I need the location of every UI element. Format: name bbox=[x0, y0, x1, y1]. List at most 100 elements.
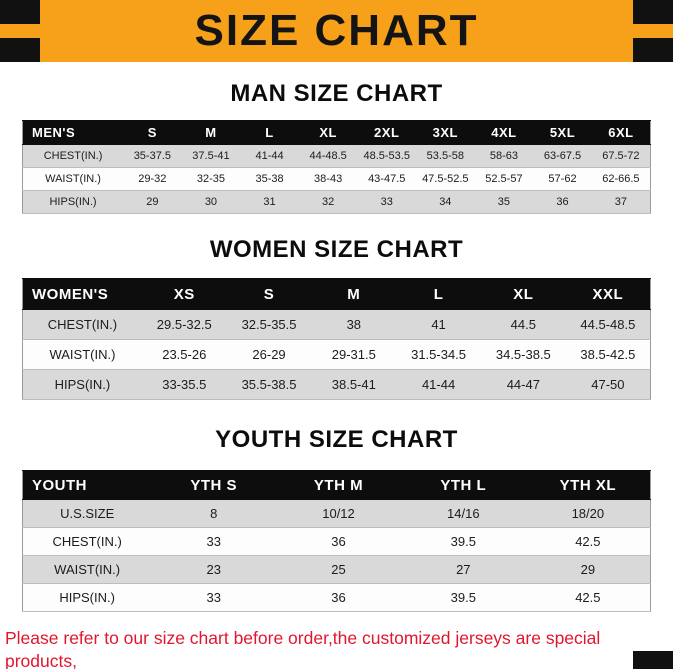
size-column-header: YTH M bbox=[276, 470, 401, 500]
measurement-value: 52.5-57 bbox=[474, 167, 534, 191]
measurement-value: 10/12 bbox=[276, 499, 401, 528]
measurement-value: 35-38 bbox=[240, 167, 299, 191]
size-column-header: 2XL bbox=[357, 120, 417, 145]
size-column-header: S bbox=[226, 278, 312, 310]
measurement-value: 62-66.5 bbox=[591, 167, 651, 191]
measurement-value: 29 bbox=[123, 190, 182, 214]
size-column-header: YTH S bbox=[151, 470, 277, 500]
measurement-value: 38-43 bbox=[298, 167, 358, 191]
measurement-value: 31 bbox=[240, 190, 299, 214]
youth-table-wrap: YOUTH YTH S YTH M YTH L YTH XL U.S.SIZE 8 10/12… bbox=[0, 470, 673, 612]
measurement-value: 47-50 bbox=[565, 369, 651, 400]
measurement-label: CHEST(IN.) bbox=[22, 309, 142, 340]
measurement-label: HIPS(IN.) bbox=[22, 369, 142, 400]
measurement-label: WAIST(IN.) bbox=[22, 555, 152, 584]
table-row: HIPS(IN.) 29 30 31 32 33 34 35 36 37 bbox=[22, 190, 651, 214]
youth-size-table: YOUTH YTH S YTH M YTH L YTH XL U.S.SIZE 8 10/12… bbox=[22, 470, 651, 612]
measurement-value: 44.5 bbox=[480, 309, 566, 340]
measurement-value: 53.5-58 bbox=[416, 144, 475, 168]
measurement-value: 35 bbox=[474, 190, 534, 214]
measurement-value: 36 bbox=[533, 190, 592, 214]
measurement-value: 41-44 bbox=[396, 369, 481, 400]
women-size-table: WOMEN'S XS S M L XL XXL CHEST(IN.) 29.5-32.5 32.5… bbox=[22, 278, 651, 400]
measurement-value: 34 bbox=[416, 190, 475, 214]
measurement-value: 33 bbox=[151, 527, 277, 556]
footer-disclaimer: Please refer to our size chart before or… bbox=[0, 627, 673, 669]
measurement-value: 47.5-52.5 bbox=[416, 167, 475, 191]
title-banner: SIZE CHART bbox=[0, 0, 673, 62]
size-column-header: YTH L bbox=[400, 470, 526, 500]
size-column-header: L bbox=[240, 120, 299, 145]
size-column-header: XL bbox=[480, 278, 566, 310]
measurement-value: 39.5 bbox=[400, 583, 526, 612]
measurement-value: 33-35.5 bbox=[141, 369, 227, 400]
measurement-value: 23 bbox=[151, 555, 277, 584]
size-column-header: XXL bbox=[565, 278, 651, 310]
measurement-label: U.S.SIZE bbox=[22, 499, 152, 528]
section-youth: YOUTH SIZE CHART YOUTH YTH S YTH M YTH L YTH… bbox=[0, 426, 673, 612]
measurement-value: 42.5 bbox=[525, 583, 651, 612]
table-row: WAIST(IN.) 23 25 27 29 bbox=[22, 555, 651, 584]
men-table-wrap: MEN'S S M L XL 2XL 3XL 4XL 5XL 6XL CHEST(IN.) 35-37… bbox=[0, 120, 673, 214]
table-row: CHEST(IN.) 29.5-32.5 32.5-35.5 38 41 44.5 44.5… bbox=[22, 309, 651, 340]
size-column-header: M bbox=[181, 120, 241, 145]
measurement-value: 26-29 bbox=[226, 339, 312, 370]
measurement-value: 44-47 bbox=[480, 369, 566, 400]
measurement-value: 38.5-42.5 bbox=[565, 339, 651, 370]
measurement-value: 48.5-53.5 bbox=[357, 144, 417, 168]
size-column-header: 4XL bbox=[474, 120, 534, 145]
footer-line-1: Please refer to our size chart before or… bbox=[5, 628, 601, 669]
section-men: MAN SIZE CHART MEN'S S M L XL 2XL 3XL 4XL 5XL 6XL… bbox=[0, 80, 673, 214]
table-row: CHEST(IN.) 33 36 39.5 42.5 bbox=[22, 527, 651, 556]
measurement-value: 33 bbox=[151, 583, 277, 612]
size-column-header: XL bbox=[298, 120, 358, 145]
row-label-header: YOUTH bbox=[22, 470, 152, 500]
measurement-value: 29-31.5 bbox=[311, 339, 397, 370]
measurement-label: WAIST(IN.) bbox=[22, 339, 142, 370]
measurement-value: 35.5-38.5 bbox=[226, 369, 312, 400]
measurement-value: 33 bbox=[357, 190, 417, 214]
measurement-value: 58-63 bbox=[474, 144, 534, 168]
size-column-header: L bbox=[396, 278, 481, 310]
measurement-value: 39.5 bbox=[400, 527, 526, 556]
measurement-value: 34.5-38.5 bbox=[480, 339, 566, 370]
measurement-value: 44-48.5 bbox=[298, 144, 358, 168]
measurement-value: 38 bbox=[311, 309, 397, 340]
measurement-value: 29-32 bbox=[123, 167, 182, 191]
row-label-header: WOMEN'S bbox=[22, 278, 142, 310]
table-row: CHEST(IN.) 35-37.5 37.5-41 41-44 44-48.5 48.5… bbox=[22, 144, 651, 168]
size-column-header: XS bbox=[141, 278, 227, 310]
corner-block-top-left bbox=[0, 0, 40, 24]
size-column-header: 6XL bbox=[591, 120, 651, 145]
row-label-header: MEN'S bbox=[22, 120, 124, 145]
measurement-value: 27 bbox=[400, 555, 526, 584]
table-row: WAIST(IN.) 29-32 32-35 35-38 38-43 43-47.5 47.… bbox=[22, 167, 651, 191]
measurement-value: 8 bbox=[151, 499, 277, 528]
page-title: SIZE CHART bbox=[194, 6, 479, 55]
size-column-header: M bbox=[311, 278, 397, 310]
measurement-label: HIPS(IN.) bbox=[22, 190, 124, 214]
measurement-value: 31.5-34.5 bbox=[396, 339, 481, 370]
men-section-heading: MAN SIZE CHART bbox=[230, 80, 443, 107]
measurement-label: CHEST(IN.) bbox=[22, 144, 124, 168]
measurement-value: 36 bbox=[276, 583, 401, 612]
measurement-label: HIPS(IN.) bbox=[22, 583, 152, 612]
measurement-value: 42.5 bbox=[525, 527, 651, 556]
size-column-header: S bbox=[123, 120, 182, 145]
measurement-label: WAIST(IN.) bbox=[22, 167, 124, 191]
measurement-value: 32.5-35.5 bbox=[226, 309, 312, 340]
header-row: YOUTH YTH S YTH M YTH L YTH XL bbox=[22, 470, 651, 500]
measurement-value: 37 bbox=[591, 190, 651, 214]
measurement-value: 32-35 bbox=[181, 167, 241, 191]
women-section-heading: WOMEN SIZE CHART bbox=[209, 236, 464, 263]
measurement-value: 43-47.5 bbox=[357, 167, 417, 191]
measurement-value: 57-62 bbox=[533, 167, 592, 191]
measurement-value: 30 bbox=[181, 190, 241, 214]
measurement-value: 41-44 bbox=[240, 144, 299, 168]
corner-block-banner-bottom-left bbox=[0, 38, 40, 62]
header-row: WOMEN'S XS S M L XL XXL bbox=[22, 278, 651, 310]
measurement-value: 14/16 bbox=[400, 499, 526, 528]
measurement-value: 37.5-41 bbox=[181, 144, 241, 168]
measurement-value: 25 bbox=[276, 555, 401, 584]
